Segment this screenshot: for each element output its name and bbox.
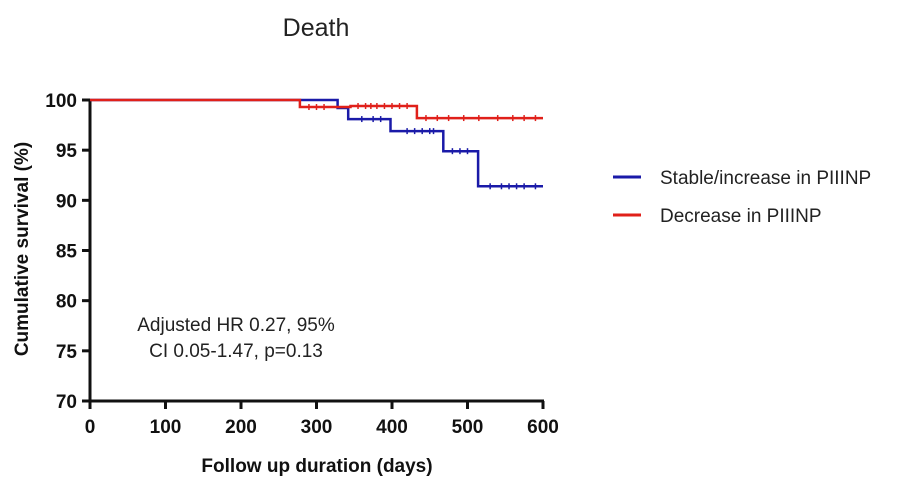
series-1 — [90, 98, 543, 122]
annotation-line-1: Adjusted HR 0.27, 95% — [137, 315, 335, 336]
y-tick-label: 70 — [56, 392, 77, 413]
x-tick-label: 200 — [225, 417, 257, 438]
x-axis-title: Follow up duration (days) — [201, 456, 432, 477]
legend-label-0: Stable/increase in PIIINP — [660, 168, 871, 189]
legend: Stable/increase in PIIINP Decrease in PI… — [613, 168, 871, 227]
series-group — [90, 98, 543, 190]
series-0 — [90, 98, 543, 190]
x-tick-label: 100 — [150, 417, 182, 438]
legend-label-1: Decrease in PIIINP — [660, 206, 822, 227]
y-tick-label: 85 — [56, 242, 78, 263]
x-tick-label: 600 — [527, 417, 559, 438]
x-tick-label: 0 — [85, 417, 96, 438]
annotation: Adjusted HR 0.27, 95% CI 0.05-1.47, p=0.… — [137, 315, 335, 362]
series-1-line — [90, 98, 543, 120]
y-axis-title: Cumulative survival (%) — [12, 142, 33, 356]
series-0-line — [90, 98, 543, 188]
legend-item-1: Decrease in PIIINP — [613, 206, 822, 227]
y-tick-label: 95 — [56, 141, 78, 162]
y-tick-label: 90 — [56, 191, 77, 212]
legend-item-0: Stable/increase in PIIINP — [613, 168, 871, 189]
x-tick-label: 500 — [452, 417, 484, 438]
y-tick-label: 80 — [56, 292, 77, 313]
y-tick-label: 75 — [56, 342, 78, 363]
y-tick-label: 100 — [45, 91, 77, 112]
x-tick-label: 300 — [301, 417, 333, 438]
x-tick-label: 400 — [376, 417, 408, 438]
chart-title: Death — [283, 14, 350, 42]
annotation-line-2: CI 0.05-1.47, p=0.13 — [149, 341, 323, 362]
ticks: 70 75 80 85 90 95 100 0 100 200 300 400 500 600 — [45, 91, 559, 438]
